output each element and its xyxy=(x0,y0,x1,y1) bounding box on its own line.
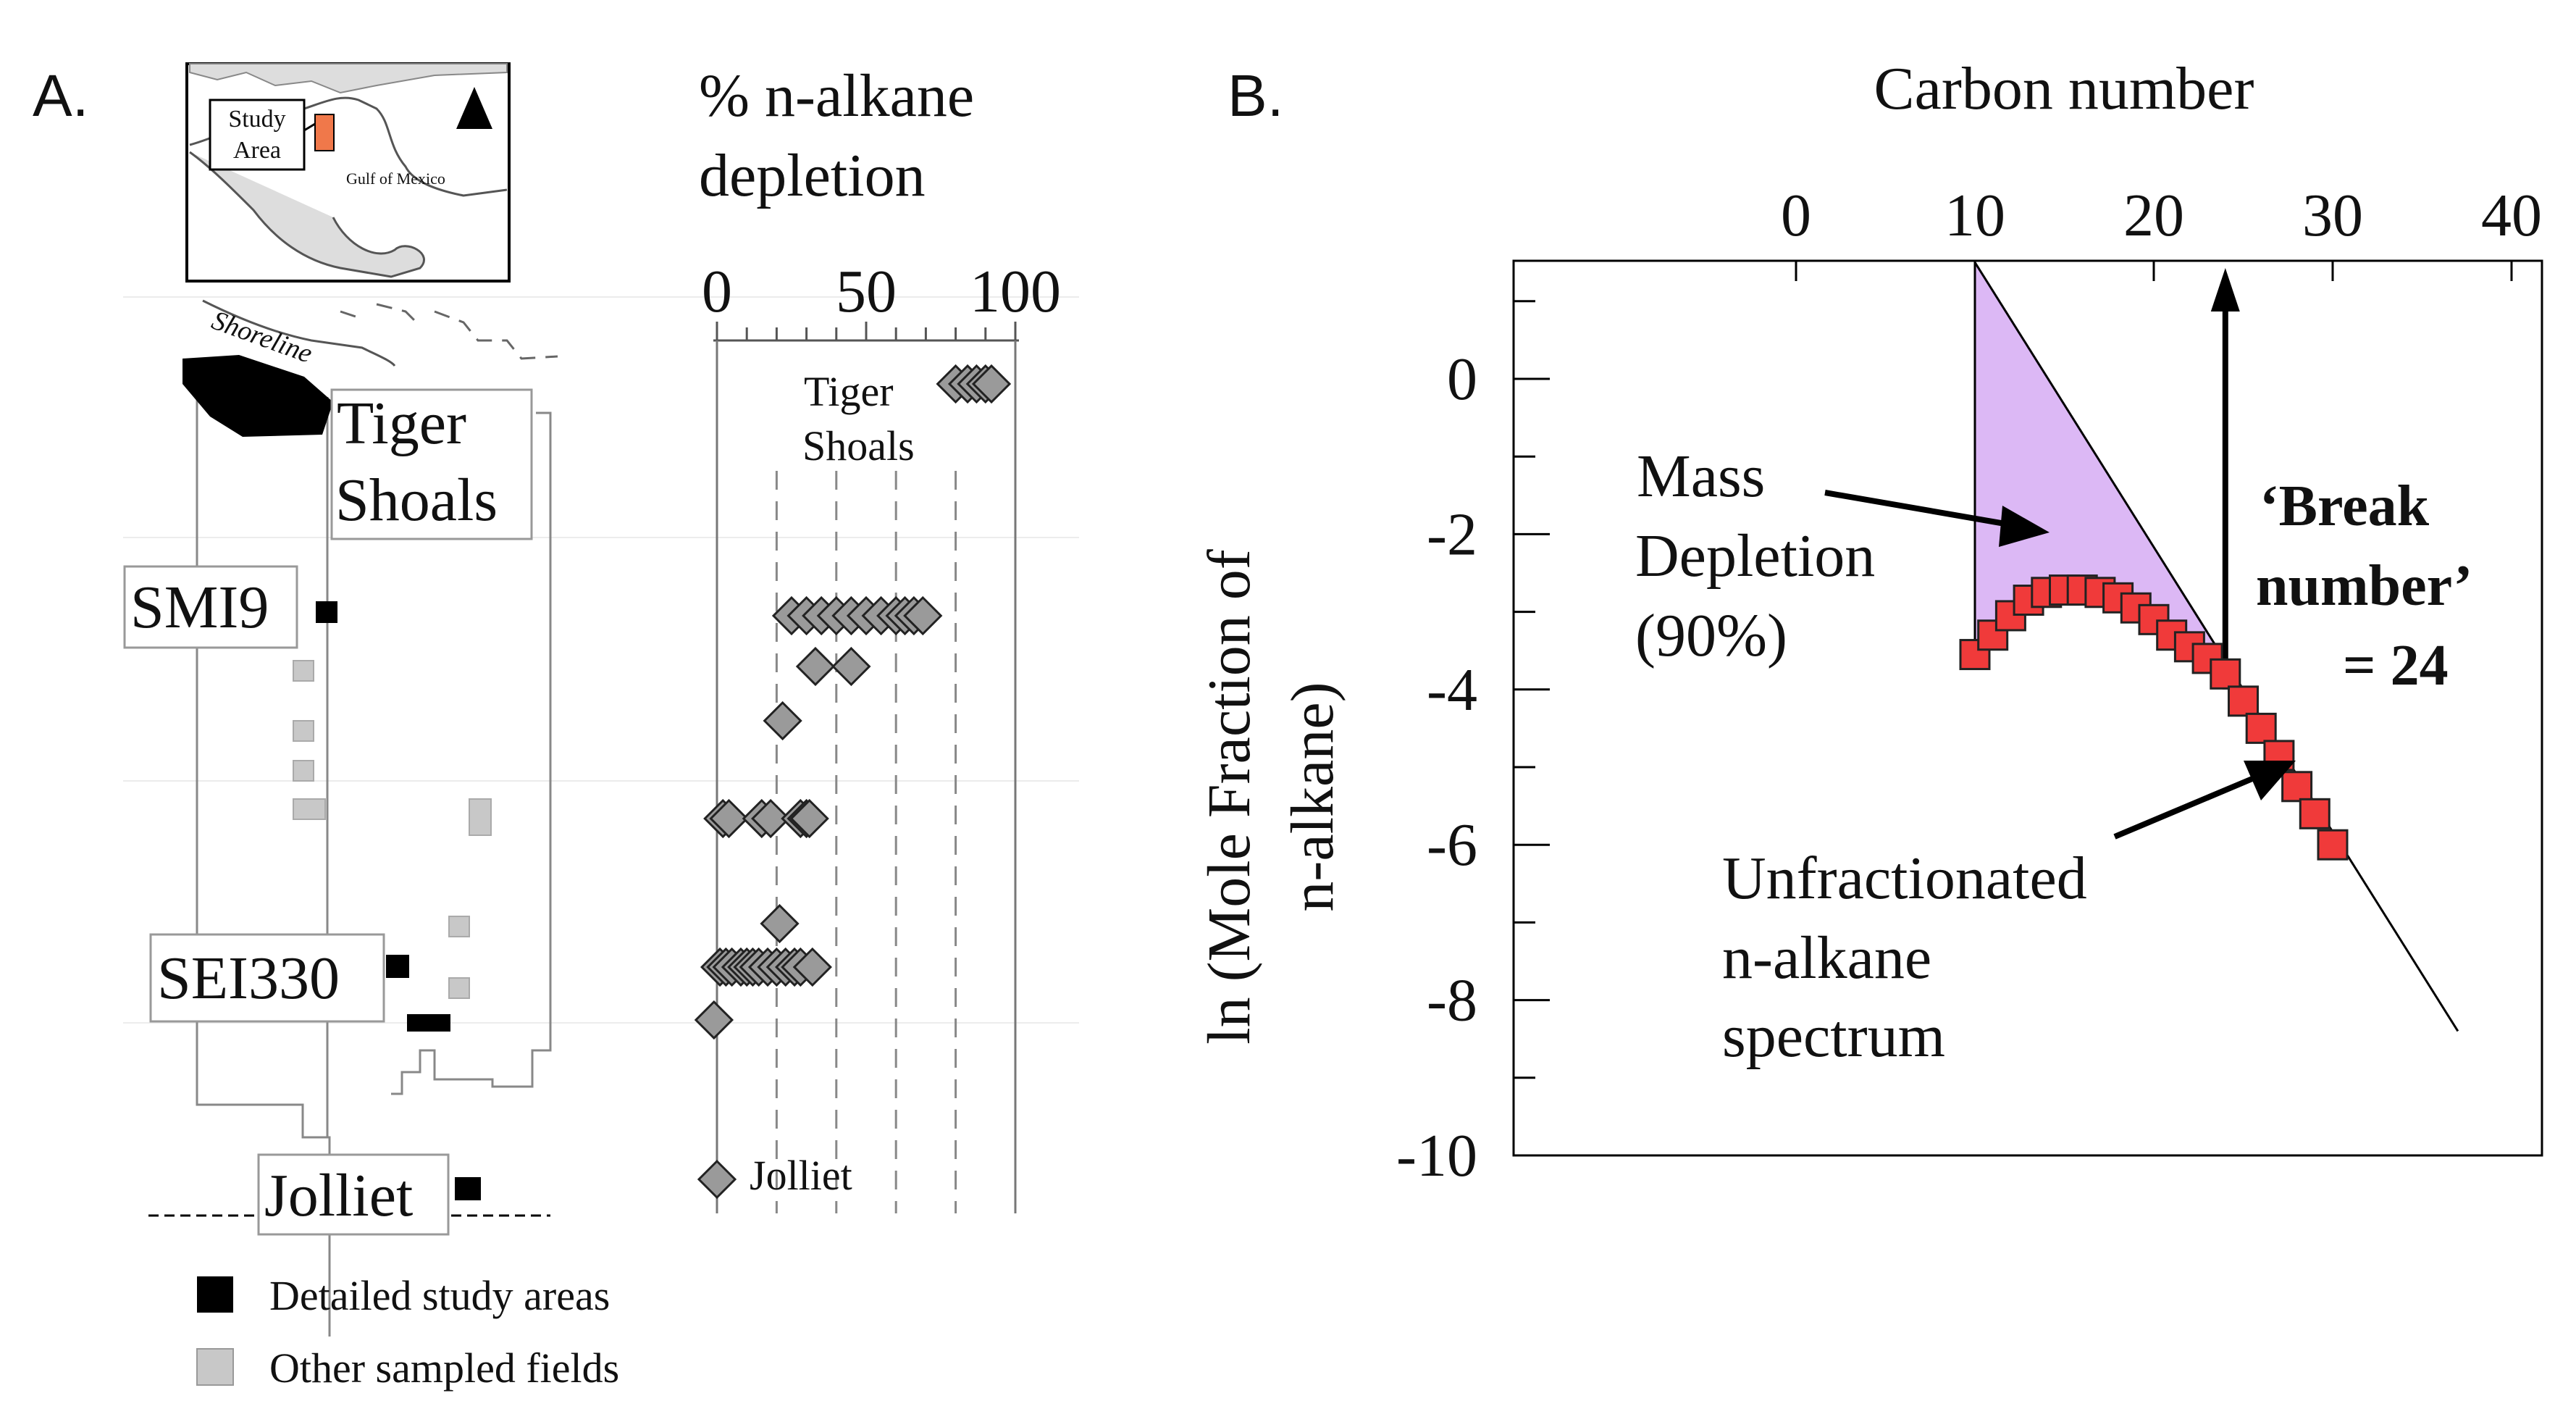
north-arrow-icon xyxy=(456,87,492,129)
tiger-field-label: Tiger xyxy=(337,390,466,457)
spectrum-point xyxy=(2245,712,2277,744)
y-tick-label: -2 xyxy=(1427,501,1477,568)
jolliet-field-marker xyxy=(455,1177,481,1200)
depletion-point xyxy=(792,947,832,987)
depletion-point xyxy=(760,903,800,944)
spectrum-label: spectrum xyxy=(1722,1003,1945,1070)
inset-study-label: Study xyxy=(228,106,285,133)
y-tick-label: -8 xyxy=(1427,967,1477,1034)
y-tick-label: 0 xyxy=(1447,346,1477,413)
y-axis-label-line-2: n-alkane) xyxy=(1279,682,1346,911)
unfractionated-label: Unfractionated xyxy=(1722,845,2087,912)
panel-a-letter: A. xyxy=(33,63,88,129)
carbon-number-chart: Carbon number ln (Mole Fraction of n-alk… xyxy=(1196,55,2543,1189)
y-tick-label: -4 xyxy=(1427,656,1477,724)
x-tick-label: 40 xyxy=(2481,182,2542,249)
mass-depletion-area xyxy=(1975,262,2225,674)
y-axis-label-line-1: ln (Mole Fraction of xyxy=(1196,549,1263,1045)
y-tick-label: -6 xyxy=(1427,811,1477,879)
n-alkane-label: n-alkane xyxy=(1722,924,1931,992)
smi9-field-label: SMI9 xyxy=(130,574,269,641)
depletion-point xyxy=(763,700,802,741)
depletion-jolliet-label: Jolliet xyxy=(750,1152,852,1199)
spectrum-point xyxy=(2299,798,2330,829)
depletion-label: Depletion xyxy=(1635,522,1875,590)
inset-area-label: Area xyxy=(233,137,281,164)
spectrum-point xyxy=(1977,619,2009,651)
break-number-label-1: ‘Break xyxy=(2260,474,2430,538)
legend-other-label: Other sampled fields xyxy=(269,1344,619,1392)
x-axis-label: Carbon number xyxy=(1874,55,2254,122)
depletion-point xyxy=(694,1000,734,1040)
depletion-point xyxy=(789,798,829,839)
field-map: Shoreline Tiger Shoals SMI9 SEI330 Jolli… xyxy=(123,296,1079,1337)
panel-b-letter: B. xyxy=(1228,63,1283,129)
depletion-point xyxy=(903,595,943,636)
map-legend: Detailed study areas Other sampled field… xyxy=(196,1272,619,1392)
study-area-box xyxy=(209,99,306,171)
legend-other-swatch xyxy=(196,1348,234,1386)
legend-detailed-swatch xyxy=(197,1276,233,1313)
shoals-field-label: Shoals xyxy=(335,467,498,534)
percent-label: (90%) xyxy=(1635,602,1787,669)
depletion-tick-label: 50 xyxy=(836,258,897,325)
depletion-point xyxy=(971,364,1012,404)
study-area-marker xyxy=(314,114,335,151)
spectrum-point xyxy=(2317,829,2349,861)
mass-label: Mass xyxy=(1637,443,1765,510)
x-tick-label: 10 xyxy=(1944,182,2005,249)
x-tick-label: 30 xyxy=(2302,182,2363,249)
mass-depletion-arrow xyxy=(1824,490,2014,528)
smi9-field-marker xyxy=(316,601,337,623)
unfractionated-arrow xyxy=(2113,776,2254,840)
y-tick-label: -10 xyxy=(1396,1122,1477,1189)
depletion-point xyxy=(709,798,749,839)
break-number-label-3: = 24 xyxy=(2343,634,2449,698)
sei330-field-marker-2 xyxy=(407,1014,450,1032)
unfractionated-arrowhead xyxy=(2244,761,2296,800)
depletion-title-line-1: % n-alkane xyxy=(699,62,974,130)
inset-locator-map: Study Area Gulf of Mexico xyxy=(185,62,511,283)
sei330-field-marker xyxy=(386,955,409,978)
spectrum-point xyxy=(2281,771,2313,803)
x-tick-label: 20 xyxy=(2123,182,2184,249)
depletion-title-line-2: depletion xyxy=(699,142,926,209)
legend-detailed-label: Detailed study areas xyxy=(269,1272,610,1319)
break-number-label-2: number’ xyxy=(2256,554,2472,618)
spectrum-point xyxy=(2228,685,2259,717)
sei330-field-label: SEI330 xyxy=(157,945,340,1012)
plot-frame xyxy=(1512,259,2543,1157)
depletion-tick-label: 0 xyxy=(702,258,732,325)
gulf-label: Gulf of Mexico xyxy=(346,170,445,188)
spectrum-point xyxy=(2210,658,2241,690)
depletion-point xyxy=(697,1159,737,1200)
depletion-point xyxy=(831,646,871,687)
x-tick-label: 0 xyxy=(1781,182,1811,249)
depletion-chart: % n-alkane depletion 0 50 100 Tiger Shoals… xyxy=(694,62,1061,1213)
mass-depletion-arrowhead xyxy=(1999,506,2050,547)
depletion-tiger-label: Tiger xyxy=(804,368,894,415)
depletion-shoals-label: Shoals xyxy=(802,422,915,469)
depletion-point xyxy=(751,798,791,839)
tiger-shoals-area xyxy=(182,355,333,437)
depletion-tick-label: 100 xyxy=(970,258,1061,325)
break-number-arrowhead xyxy=(2210,268,2240,311)
jolliet-field-label: Jolliet xyxy=(264,1162,413,1229)
depletion-point xyxy=(795,646,836,687)
